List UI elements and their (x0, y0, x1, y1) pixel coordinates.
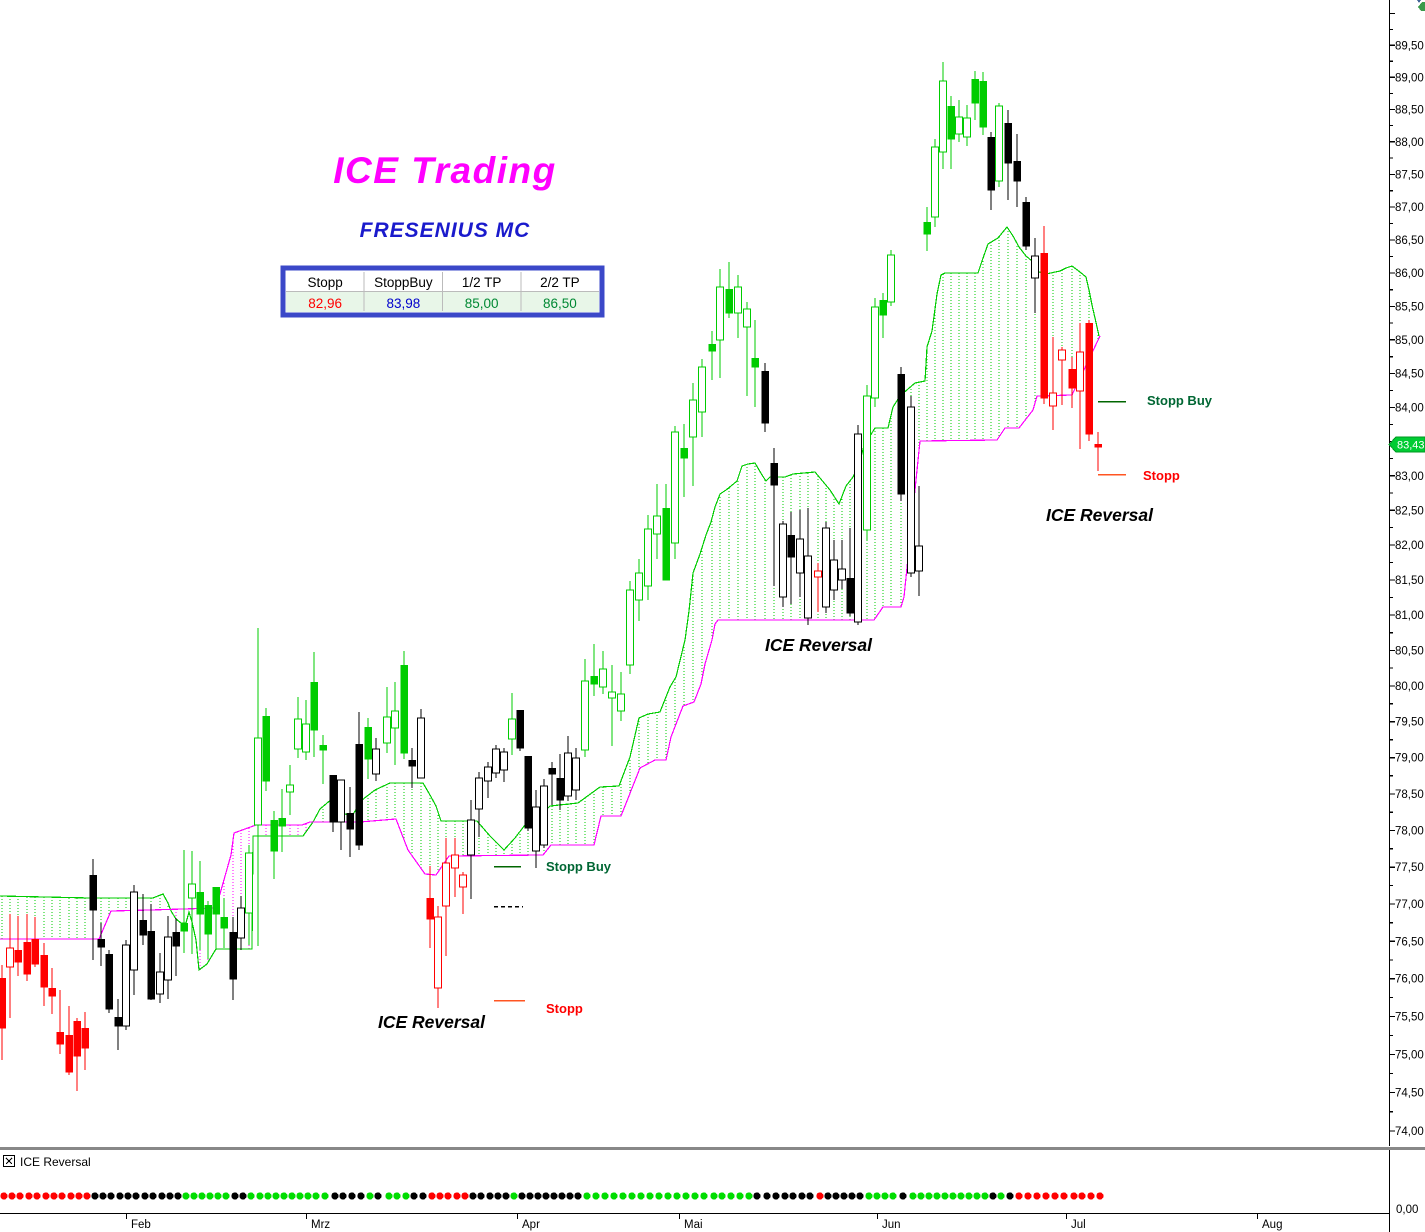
svg-text:StoppBuy: StoppBuy (374, 275, 433, 290)
svg-text:79,50: 79,50 (1395, 717, 1424, 729)
svg-text:74,00: 74,00 (1395, 1126, 1424, 1138)
svg-text:Apr: Apr (522, 1219, 540, 1231)
svg-text:ICE Trading: ICE Trading (333, 150, 556, 191)
svg-text:83,43: 83,43 (1397, 440, 1425, 452)
svg-text:77,50: 77,50 (1395, 862, 1424, 874)
svg-text:86,50: 86,50 (543, 296, 577, 311)
svg-text:77,00: 77,00 (1395, 899, 1424, 911)
svg-text:87,00: 87,00 (1395, 202, 1424, 214)
svg-text:84,50: 84,50 (1395, 369, 1424, 381)
svg-text:Aug: Aug (1262, 1219, 1282, 1231)
svg-text:75,50: 75,50 (1395, 1011, 1424, 1023)
svg-text:Stopp: Stopp (307, 275, 342, 290)
svg-text:2/2 TP: 2/2 TP (540, 275, 580, 290)
svg-text:0,00: 0,00 (1396, 1204, 1418, 1216)
svg-text:81,50: 81,50 (1395, 575, 1424, 587)
svg-text:80,00: 80,00 (1395, 681, 1424, 693)
svg-text:82,50: 82,50 (1395, 505, 1424, 517)
svg-text:FRESENIUS MC: FRESENIUS MC (360, 219, 531, 242)
svg-text:80,50: 80,50 (1395, 645, 1424, 657)
svg-text:85,00: 85,00 (1395, 335, 1424, 347)
svg-text:87,50: 87,50 (1395, 169, 1424, 181)
svg-text:84,00: 84,00 (1395, 402, 1424, 414)
svg-text:Stopp Buy: Stopp Buy (546, 859, 612, 874)
svg-text:89,50: 89,50 (1395, 40, 1424, 52)
svg-text:82,00: 82,00 (1395, 540, 1424, 552)
svg-text:1/2 TP: 1/2 TP (462, 275, 502, 290)
svg-text:83,98: 83,98 (387, 296, 421, 311)
svg-text:Mai: Mai (684, 1219, 703, 1231)
svg-text:ICE Reversal: ICE Reversal (20, 1155, 91, 1169)
svg-text:83,00: 83,00 (1395, 471, 1424, 483)
svg-text:86,50: 86,50 (1395, 235, 1424, 247)
svg-text:Stopp Buy: Stopp Buy (1147, 393, 1213, 408)
svg-text:76,00: 76,00 (1395, 974, 1424, 986)
svg-text:74,50: 74,50 (1395, 1088, 1424, 1100)
svg-text:76,50: 76,50 (1395, 936, 1424, 948)
svg-text:75,00: 75,00 (1395, 1049, 1424, 1061)
svg-text:89,00: 89,00 (1395, 72, 1424, 84)
svg-text:ICE Reversal: ICE Reversal (765, 635, 873, 655)
svg-text:88,00: 88,00 (1395, 137, 1424, 149)
svg-text:Stopp: Stopp (1143, 468, 1180, 483)
svg-text:88,50: 88,50 (1395, 105, 1424, 117)
svg-text:Jul: Jul (1071, 1219, 1086, 1231)
svg-text:Mrz: Mrz (311, 1219, 330, 1231)
svg-text:81,00: 81,00 (1395, 610, 1424, 622)
svg-text:ICE Reversal: ICE Reversal (378, 1012, 486, 1032)
svg-text:78,50: 78,50 (1395, 789, 1424, 801)
svg-text:85,50: 85,50 (1395, 301, 1424, 313)
svg-text:ICE Reversal: ICE Reversal (1046, 505, 1154, 525)
svg-text:78,00: 78,00 (1395, 826, 1424, 838)
svg-text:85,00: 85,00 (465, 296, 499, 311)
svg-text:Jun: Jun (882, 1219, 901, 1231)
svg-text:79,00: 79,00 (1395, 753, 1424, 765)
svg-text:86,00: 86,00 (1395, 268, 1424, 280)
svg-text:Stopp: Stopp (546, 1001, 583, 1016)
svg-text:82,96: 82,96 (308, 296, 342, 311)
svg-text:Feb: Feb (131, 1219, 151, 1231)
